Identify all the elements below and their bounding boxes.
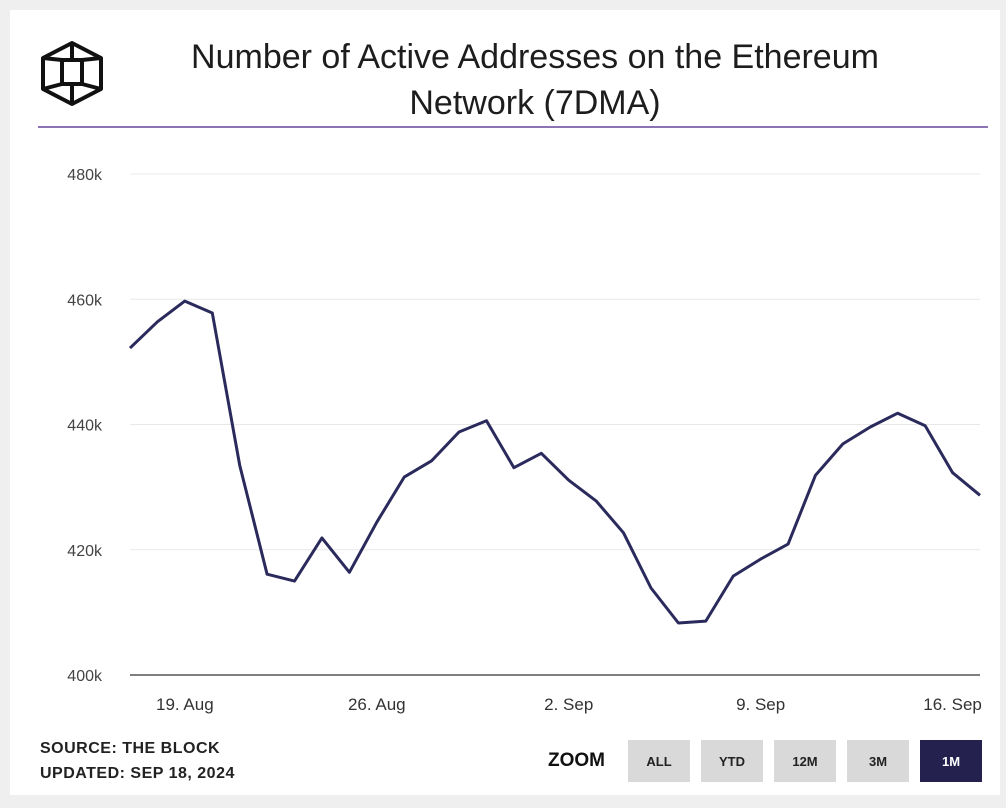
card	[10, 10, 1000, 795]
chart-title: Number of Active Addresses on the Ethere…	[191, 38, 879, 122]
y-tick-label: 480k	[67, 167, 103, 184]
x-tick-label: 9. Sep	[736, 695, 785, 714]
x-tick-label: 2. Sep	[544, 695, 593, 714]
x-tick-label: 19. Aug	[156, 695, 214, 714]
logo	[41, 41, 103, 106]
x-tick-label: 16. Sep	[923, 695, 982, 714]
line	[128, 299, 981, 625]
source: SOURCE: THE BLOCK	[40, 740, 221, 757]
zoom-button[interactable]: 1M	[920, 740, 982, 782]
y-tick-label: 400k	[67, 668, 103, 685]
zoom-button[interactable]: YTD	[701, 740, 763, 782]
title-rule	[38, 126, 988, 128]
y-tick-label: 440k	[67, 418, 103, 435]
zoom-label: ZOOM	[548, 750, 605, 771]
zoom-button[interactable]: 12M	[774, 740, 836, 782]
y-tick-label: 420k	[67, 543, 103, 560]
y-tick-label: 460k	[67, 292, 103, 309]
zoom-button[interactable]: 3M	[847, 740, 909, 782]
x-tick-label: 26. Aug	[348, 695, 406, 714]
zoom-button[interactable]: ALL	[628, 740, 690, 782]
updated: UPDATED: SEP 18, 2024	[40, 765, 235, 782]
